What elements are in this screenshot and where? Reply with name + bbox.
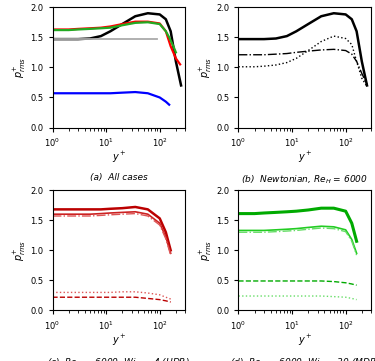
- X-axis label: $y^+$: $y^+$: [112, 333, 126, 348]
- Text: (d)  Re$_H$ = 6000, Wi$_H$ = 30 (MDR): (d) Re$_H$ = 6000, Wi$_H$ = 30 (MDR): [230, 356, 375, 361]
- Text: (b)  Newtonian, Re$_H$ = 6000: (b) Newtonian, Re$_H$ = 6000: [242, 173, 368, 186]
- Y-axis label: $p^{+}_{rms}$: $p^{+}_{rms}$: [197, 240, 213, 261]
- Y-axis label: $p^{+}_{rms}$: $p^{+}_{rms}$: [197, 57, 213, 78]
- Text: (c)  Re$_H$ = 6000, Wi$_H$ = 4 (HDR): (c) Re$_H$ = 6000, Wi$_H$ = 4 (HDR): [48, 356, 190, 361]
- Y-axis label: $p^{+}_{rms}$: $p^{+}_{rms}$: [12, 240, 28, 261]
- X-axis label: $y^+$: $y^+$: [112, 151, 126, 165]
- Text: (a)  All cases: (a) All cases: [90, 173, 148, 182]
- X-axis label: $y^+$: $y^+$: [297, 151, 312, 165]
- Y-axis label: $p^{+}_{rms}$: $p^{+}_{rms}$: [12, 57, 28, 78]
- X-axis label: $y^+$: $y^+$: [297, 333, 312, 348]
